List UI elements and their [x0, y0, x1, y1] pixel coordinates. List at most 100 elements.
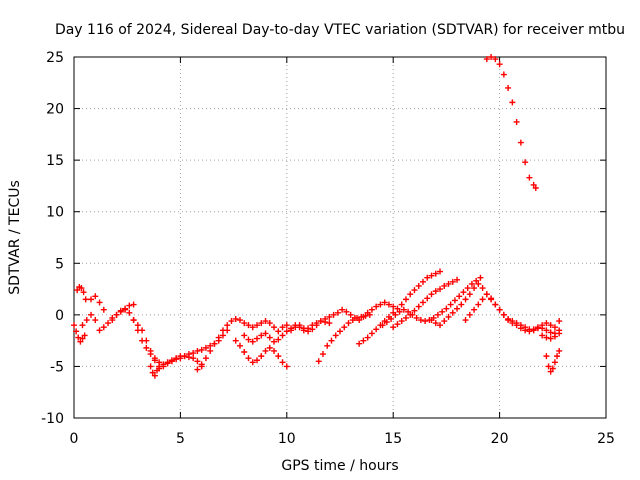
data-point — [80, 289, 87, 296]
data-point — [390, 324, 397, 331]
data-point — [283, 322, 290, 329]
data-point — [451, 297, 458, 304]
x-tick-label: 25 — [597, 431, 615, 447]
x-tick-label: 15 — [384, 431, 402, 447]
data-point — [96, 327, 103, 334]
series-arc-16 — [390, 276, 461, 331]
data-point — [500, 311, 507, 318]
data-point — [202, 355, 209, 362]
data-point — [356, 340, 363, 347]
data-point — [475, 280, 482, 287]
data-point — [334, 309, 341, 316]
data-point — [517, 322, 524, 329]
data-point — [241, 332, 248, 339]
data-point — [275, 336, 282, 343]
data-point — [554, 353, 561, 360]
data-point — [407, 291, 414, 298]
data-point — [296, 322, 303, 329]
data-point — [215, 334, 222, 341]
data-point — [398, 318, 405, 325]
data-point — [198, 361, 205, 368]
data-point — [147, 347, 154, 354]
data-point — [394, 321, 401, 328]
data-point — [437, 268, 444, 275]
data-point — [194, 347, 201, 354]
data-point — [379, 322, 386, 329]
series-arc-7 — [143, 337, 205, 372]
data-point — [556, 318, 563, 325]
series-arc-20 — [539, 330, 563, 342]
series-arc-5 — [109, 306, 146, 334]
data-point — [79, 322, 86, 329]
data-point — [279, 324, 286, 331]
data-point — [262, 347, 269, 354]
data-point — [202, 344, 209, 351]
data-point — [126, 309, 133, 316]
data-points — [71, 54, 563, 379]
data-point — [83, 317, 90, 324]
data-point — [126, 302, 133, 309]
data-point — [509, 99, 516, 106]
x-tick-label: 20 — [491, 431, 509, 447]
data-point — [466, 311, 473, 318]
data-point — [245, 336, 252, 343]
data-point — [475, 301, 482, 308]
data-point — [543, 320, 550, 327]
data-point — [134, 322, 141, 329]
series-arc-3 — [79, 301, 137, 334]
data-point — [207, 342, 214, 349]
data-point — [522, 324, 529, 331]
data-point — [190, 350, 197, 357]
data-point — [445, 280, 452, 287]
data-point — [471, 306, 478, 313]
data-point — [492, 56, 499, 63]
series-arc-14 — [356, 268, 444, 347]
data-point — [530, 327, 537, 334]
data-point — [330, 311, 337, 318]
data-point — [439, 308, 446, 315]
data-point — [466, 291, 473, 298]
data-point — [341, 324, 348, 331]
data-point — [462, 317, 469, 324]
data-point — [424, 274, 431, 281]
data-point — [92, 317, 99, 324]
data-point — [428, 272, 435, 279]
data-point — [354, 314, 361, 321]
series-arc-12 — [288, 299, 397, 335]
data-point — [279, 332, 286, 339]
data-point — [460, 289, 467, 296]
data-point — [96, 299, 103, 306]
data-point — [77, 338, 84, 345]
data-point — [130, 301, 137, 308]
y-tick-label: 20 — [46, 102, 64, 118]
data-point — [228, 318, 235, 325]
series-arc-1 — [71, 322, 88, 345]
data-point — [74, 287, 81, 294]
data-point — [383, 319, 390, 326]
data-point — [173, 356, 180, 363]
data-point — [194, 366, 201, 373]
data-point — [262, 330, 269, 337]
data-point — [407, 311, 414, 318]
data-point — [236, 317, 243, 324]
data-point — [411, 307, 418, 314]
plot-frame — [73, 56, 607, 419]
data-point — [398, 301, 405, 308]
series-arc-18 — [462, 291, 563, 334]
data-point — [432, 270, 439, 277]
data-point — [317, 318, 324, 325]
data-point — [266, 334, 273, 341]
data-point — [477, 274, 484, 281]
x-tick-label: 5 — [176, 431, 185, 447]
data-point — [219, 332, 226, 339]
data-point — [434, 311, 441, 318]
data-point — [236, 342, 243, 349]
data-point — [292, 324, 299, 331]
data-point — [271, 347, 278, 354]
y-tick-label: -5 — [50, 359, 64, 375]
data-point — [149, 369, 156, 376]
data-point — [443, 305, 450, 312]
data-point — [122, 306, 129, 313]
data-point — [413, 314, 420, 321]
